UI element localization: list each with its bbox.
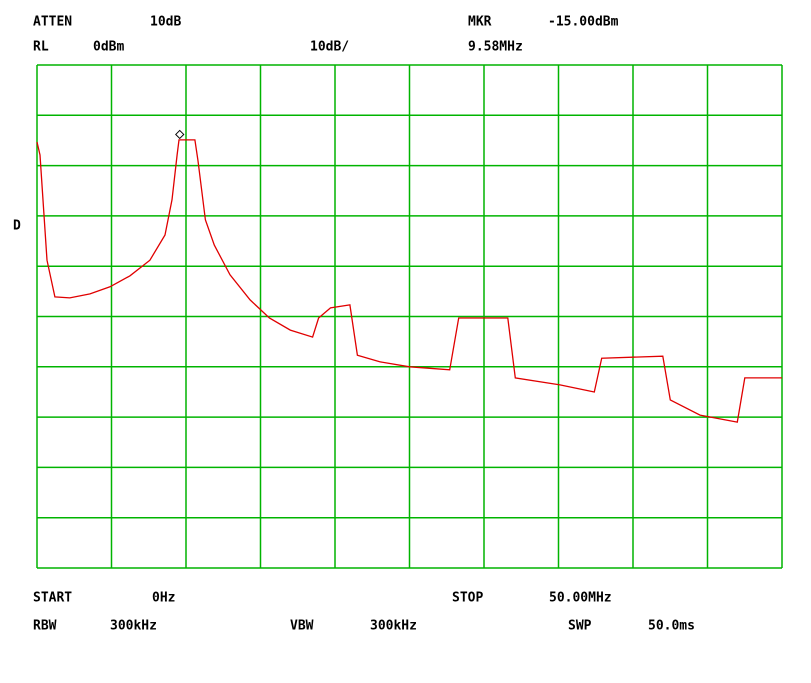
annotation: 9.58MHz <box>468 40 523 55</box>
annotation: RL <box>33 40 49 55</box>
annotation: VBW <box>290 619 314 634</box>
annotation: 50.00MHz <box>549 591 612 606</box>
marker <box>175 129 185 140</box>
annotation: 10dB <box>150 15 181 30</box>
annotation: 50.0ms <box>648 619 695 634</box>
annotation: MKR <box>468 15 492 30</box>
annotation: 0dBm <box>93 40 124 55</box>
annotation: ATTEN <box>33 15 72 30</box>
annotation: 300kHz <box>110 619 157 634</box>
annotation: D <box>13 219 21 234</box>
annotation: SWP <box>568 619 592 634</box>
annotation: 0Hz <box>152 591 175 606</box>
annotation: STOP <box>452 591 483 606</box>
annotation: START <box>33 591 72 606</box>
annotation: RBW <box>33 619 57 634</box>
annotation: 10dB/ <box>310 40 349 55</box>
annotation: 300kHz <box>370 619 417 634</box>
trace <box>36 139 782 423</box>
annotation: -15.00dBm <box>548 15 619 30</box>
